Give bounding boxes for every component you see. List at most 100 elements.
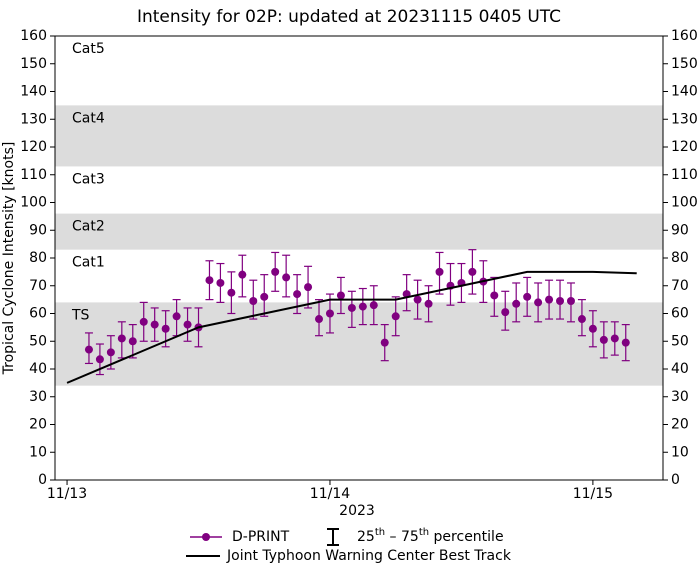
marker: [183, 320, 192, 329]
data-point: [84, 332, 93, 365]
y2-tick-label: 140: [671, 84, 698, 100]
data-point: [413, 279, 422, 320]
data-point: [610, 321, 619, 356]
data-point: [271, 251, 280, 292]
y-tick-label: 0: [38, 472, 47, 488]
marker: [128, 337, 137, 346]
data-point: [369, 285, 378, 326]
legend-errorbar-icon: [327, 528, 339, 546]
y2-tick-label: 0: [671, 472, 680, 488]
data-point: [512, 282, 521, 323]
x-tick-label: 11/14: [310, 486, 350, 502]
legend-label: 25th – 75th percentile: [357, 527, 504, 545]
marker: [117, 334, 126, 343]
marker: [304, 283, 313, 292]
x-tick-label: 11/15: [573, 486, 613, 502]
y2-tick-label: 110: [671, 167, 698, 183]
chart-title: Intensity for 02P: updated at 20231115 0…: [137, 7, 561, 27]
marker: [566, 297, 575, 306]
data-point: [621, 324, 630, 362]
y2-tick-label: 40: [671, 361, 689, 377]
marker: [577, 315, 586, 324]
band-label: Cat4: [72, 110, 105, 126]
data-point: [128, 324, 137, 359]
marker: [435, 267, 444, 276]
data-point: [588, 310, 597, 348]
legend-label: D-PRINT: [232, 529, 290, 545]
data-point: [446, 262, 455, 306]
intensity-band: [55, 302, 663, 386]
marker: [599, 335, 608, 344]
data-point: [325, 293, 334, 334]
marker: [588, 324, 597, 333]
y-tick-label: 20: [29, 417, 47, 433]
data-point: [566, 282, 575, 323]
x-tick-label: 11/13: [47, 486, 87, 502]
data-point: [545, 279, 554, 320]
y2-tick-label: 50: [671, 333, 689, 349]
data-point: [336, 276, 345, 315]
marker: [501, 308, 510, 317]
best-track-line: [66, 270, 637, 384]
y2-tick-label: 80: [671, 250, 689, 266]
marker: [621, 338, 630, 347]
marker: [315, 315, 324, 324]
y-tick-label: 100: [20, 195, 47, 211]
band-label: TS: [71, 307, 90, 323]
data-point: [457, 262, 466, 303]
data-point: [139, 301, 148, 342]
data-point: [205, 260, 214, 301]
data-point: [183, 307, 192, 342]
marker: [325, 309, 334, 318]
intensity-band: [55, 213, 663, 250]
data-point: [260, 274, 269, 317]
y-tick-label: 110: [20, 167, 47, 183]
marker: [512, 299, 521, 308]
marker: [347, 303, 356, 312]
data-point: [216, 262, 225, 303]
y-tick-label: 120: [20, 139, 47, 155]
y-tick-label: 90: [29, 222, 47, 238]
y2-tick-label: 70: [671, 278, 689, 294]
marker: [556, 297, 565, 306]
y-tick-label: 10: [29, 444, 47, 460]
marker: [391, 312, 400, 321]
legend-label: Joint Typhoon Warning Center Best Track: [226, 548, 512, 564]
marker: [413, 295, 422, 304]
data-point: [347, 290, 356, 328]
marker: [84, 345, 93, 354]
y-axis-label: Tropical Cyclone Intensity [knots]: [1, 142, 17, 376]
data-point: [599, 321, 608, 359]
marker: [95, 355, 104, 364]
data-point: [304, 265, 313, 309]
marker: [172, 312, 181, 321]
marker: [380, 338, 389, 347]
marker: [424, 299, 433, 308]
marker: [358, 302, 367, 311]
y2-tick-label: 120: [671, 139, 698, 155]
data-point: [380, 324, 389, 362]
y-tick-label: 40: [29, 361, 47, 377]
y2-tick-label: 30: [671, 389, 689, 405]
plot-frame: [54, 35, 664, 481]
marker: [260, 292, 269, 301]
marker: [249, 297, 258, 306]
y-tick-label: 60: [29, 306, 47, 322]
y-tick-label: 80: [29, 250, 47, 266]
data-point: [150, 307, 159, 342]
intensity-band: [55, 105, 663, 167]
marker: [534, 298, 543, 307]
y-tick-label: 30: [29, 389, 47, 405]
band-label: Cat2: [72, 219, 105, 235]
data-point: [249, 279, 258, 320]
data-point: [501, 290, 510, 331]
data-point: [282, 254, 291, 298]
marker: [610, 334, 619, 343]
marker: [139, 317, 148, 326]
data-point: [358, 287, 367, 326]
data-point: [391, 296, 400, 337]
y2-tick-label: 60: [671, 306, 689, 322]
y-tick-label: 50: [29, 333, 47, 349]
data-point: [577, 299, 586, 337]
